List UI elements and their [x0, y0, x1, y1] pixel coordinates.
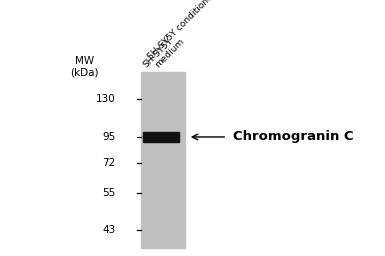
- Bar: [143, 132, 179, 142]
- Text: 72: 72: [102, 157, 116, 168]
- Text: 130: 130: [96, 93, 115, 104]
- Text: SH-SY5Y conditioned
medium: SH-SY5Y conditioned medium: [146, 0, 226, 69]
- Text: Chromogranin C: Chromogranin C: [233, 131, 353, 143]
- Text: 43: 43: [102, 225, 116, 236]
- Bar: [141, 72, 185, 248]
- Text: SH-SY5Y: SH-SY5Y: [142, 36, 175, 69]
- Text: 95: 95: [102, 132, 116, 142]
- Text: 55: 55: [102, 188, 116, 198]
- Text: MW
(kDa): MW (kDa): [70, 56, 99, 78]
